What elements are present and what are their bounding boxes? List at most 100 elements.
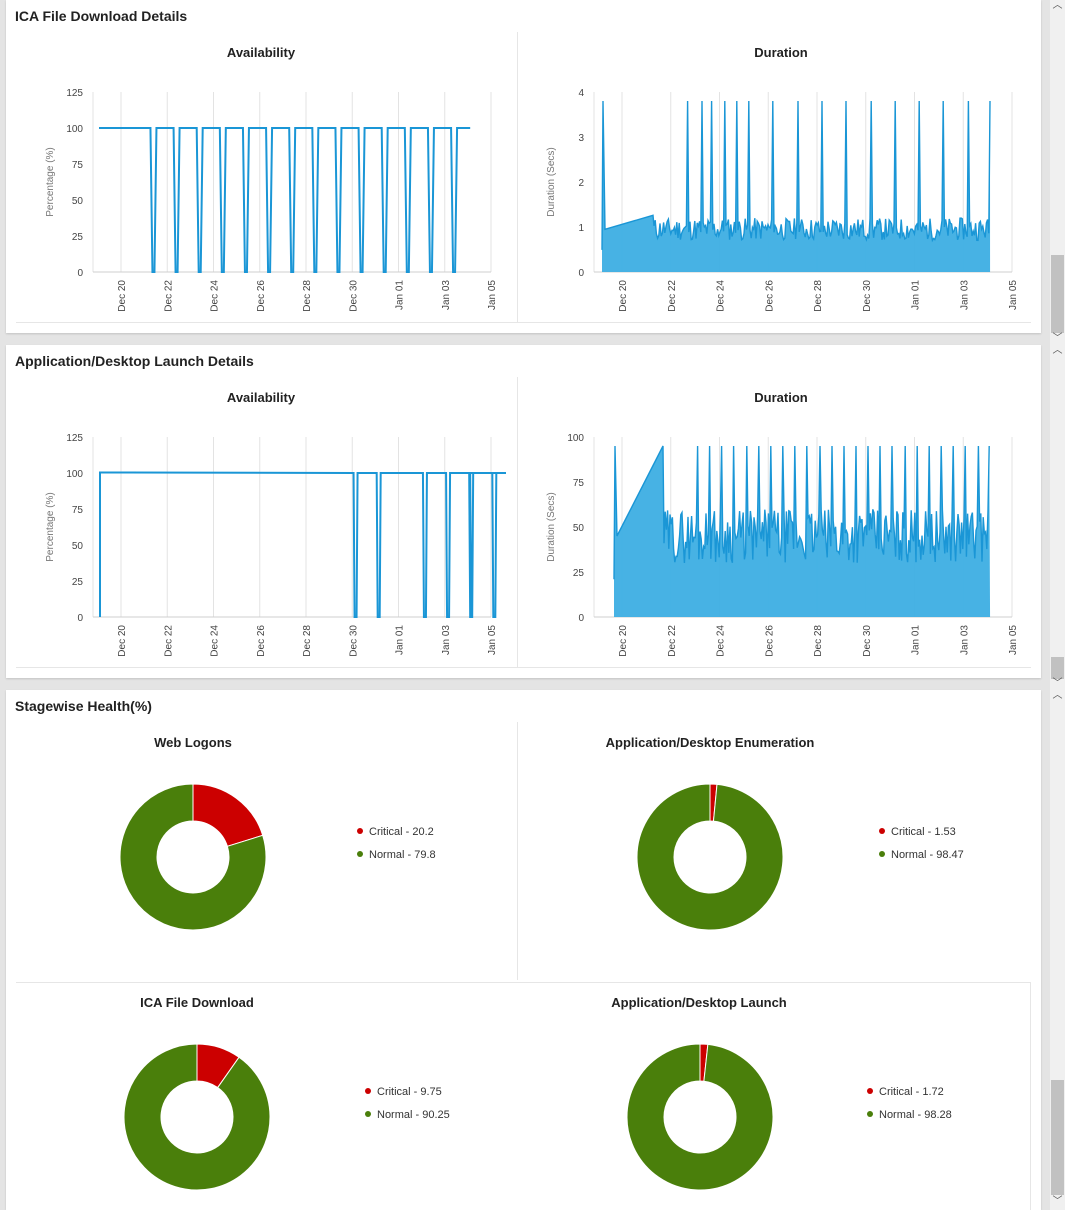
y-tick-label: 100 <box>66 469 83 480</box>
x-tick-label: Dec 22 <box>667 280 678 312</box>
critical-slice <box>192 783 264 847</box>
y-axis-label: Duration (Secs) <box>546 147 557 216</box>
stagewise-panel-scrollbar[interactable]: ︿ ﹀ <box>1050 690 1065 1210</box>
scroll-down-icon[interactable]: ﹀ <box>1052 678 1063 689</box>
legend-entry: Normal - 79.8 <box>369 849 436 860</box>
scroll-down-icon[interactable]: ﹀ <box>1052 333 1063 344</box>
normal-slice <box>119 783 267 931</box>
y-tick-label: 100 <box>567 433 584 444</box>
web-logons-legend: Critical - 20.2 Normal - 79.8 <box>357 826 436 860</box>
normal-legend-dot <box>867 1111 873 1117</box>
x-tick-label: Dec 26 <box>764 280 775 312</box>
x-tick-label: Dec 26 <box>256 280 267 312</box>
ica-file-download-legend: Critical - 9.75 Normal - 90.25 <box>365 1086 450 1120</box>
desktop-launch-donut <box>626 1043 774 1191</box>
critical-legend-dot <box>365 1088 371 1094</box>
x-tick-label: Dec 22 <box>163 625 174 657</box>
stagewise-panel-scroll-thumb[interactable] <box>1051 1080 1064 1195</box>
launch-panel-scroll-thumb[interactable] <box>1051 657 1064 679</box>
scroll-up-icon[interactable]: ︿ <box>1052 690 1063 701</box>
desktop-launch-legend: Critical - 1.72 Normal - 98.28 <box>867 1086 952 1120</box>
legend-entry: Critical - 20.2 <box>369 826 434 838</box>
launch-details-title: Application/Desktop Launch Details <box>15 353 254 369</box>
duration-area <box>602 101 991 272</box>
launch-duration-title: Duration <box>754 390 808 405</box>
x-tick-label: Dec 24 <box>716 625 727 657</box>
x-tick-label: Dec 30 <box>862 280 873 312</box>
ica-file-download-donut <box>123 1043 271 1191</box>
legend-entry: Critical - 1.53 <box>891 826 956 838</box>
y-tick-label: 25 <box>573 568 585 579</box>
critical-legend-dot <box>357 828 363 834</box>
legend-entry: Critical - 9.75 <box>377 1086 442 1098</box>
y-tick-label: 0 <box>578 613 584 624</box>
availability-series-line <box>99 471 506 618</box>
x-tick-label: Dec 24 <box>210 625 221 657</box>
ica-bottom-line <box>16 322 1031 323</box>
web-logons-title: Web Logons <box>154 735 232 750</box>
x-tick-label: Dec 26 <box>764 625 775 657</box>
ica-panel-scroll-thumb[interactable] <box>1051 255 1064 333</box>
launch-availability-title: Availability <box>226 390 296 405</box>
desktop-launch-title: Application/Desktop Launch <box>611 995 787 1010</box>
x-tick-label: Dec 24 <box>210 280 221 312</box>
x-tick-label: Jan 01 <box>395 280 406 310</box>
launch-divider <box>517 377 518 667</box>
stagewise-divider <box>517 722 518 980</box>
scroll-up-icon[interactable]: ︿ <box>1052 0 1063 11</box>
y-axis-label: Duration (Secs) <box>546 492 557 561</box>
ica-availability-title: Availability <box>226 45 296 60</box>
scroll-up-icon[interactable]: ︿ <box>1052 345 1063 356</box>
critical-legend-dot <box>879 828 885 834</box>
y-tick-label: 125 <box>66 433 83 444</box>
x-tick-label: Dec 26 <box>256 625 267 657</box>
y-axis-label: Percentage (%) <box>45 147 56 216</box>
web-logons-donut <box>119 783 267 931</box>
x-tick-label: Jan 05 <box>1008 280 1019 310</box>
y-tick-label: 0 <box>77 268 83 279</box>
normal-slice <box>626 1043 774 1191</box>
y-tick-label: 4 <box>578 88 584 99</box>
x-tick-label: Dec 28 <box>302 625 313 657</box>
x-tick-label: Jan 01 <box>395 625 406 655</box>
legend-entry: Normal - 90.25 <box>377 1109 450 1120</box>
duration-area <box>614 446 991 617</box>
enumeration-title: Application/Desktop Enumeration <box>605 735 815 750</box>
y-tick-label: 50 <box>72 196 84 207</box>
availability-series-line <box>99 127 471 273</box>
x-tick-label: Dec 28 <box>813 625 824 657</box>
legend-entry: Critical - 1.72 <box>879 1086 944 1098</box>
x-tick-label: Dec 30 <box>348 625 359 657</box>
ica-details-title: ICA File Download Details <box>15 8 188 24</box>
x-tick-label: Jan 03 <box>959 625 970 655</box>
x-tick-label: Jan 03 <box>959 280 970 310</box>
y-tick-label: 25 <box>72 232 84 243</box>
x-tick-label: Dec 30 <box>862 625 873 657</box>
ica-duration-title: Duration <box>754 45 808 60</box>
x-tick-label: Dec 20 <box>618 625 629 657</box>
normal-slice <box>636 783 784 931</box>
launch-duration-chart: 0 25 50 75 100 Dec 20 Dec 22 Dec 24 Dec 26 Dec 28… <box>546 433 1019 657</box>
launch-panel-scrollbar[interactable]: ︿ ﹀ <box>1050 345 1065 690</box>
ica-panel-scrollbar[interactable]: ︿ ﹀ <box>1050 0 1065 345</box>
y-tick-label: 25 <box>72 577 84 588</box>
launch-bottom-line <box>16 667 1031 668</box>
stagewise-panel: Stagewise Health(%) Web Logons Applicati… <box>6 690 1041 1210</box>
stagewise-row-line <box>16 982 1031 983</box>
scroll-down-icon[interactable]: ﹀ <box>1052 1196 1063 1207</box>
x-tick-label: Jan 05 <box>1008 625 1019 655</box>
y-tick-label: 0 <box>578 268 584 279</box>
critical-legend-dot <box>867 1088 873 1094</box>
ica-details-panel: ICA File Download Details Availability D… <box>6 0 1041 333</box>
y-axis-label: Percentage (%) <box>45 492 56 561</box>
legend-entry: Normal - 98.28 <box>879 1109 952 1120</box>
normal-legend-dot <box>879 851 885 857</box>
legend-entry: Normal - 98.47 <box>891 849 964 860</box>
x-tick-label: Jan 01 <box>911 625 922 655</box>
y-tick-label: 50 <box>573 523 585 534</box>
y-tick-label: 75 <box>72 160 84 171</box>
x-tick-label: Dec 28 <box>813 280 824 312</box>
x-tick-label: Dec 20 <box>618 280 629 312</box>
x-tick-label: Dec 20 <box>117 280 128 312</box>
normal-legend-dot <box>357 851 363 857</box>
